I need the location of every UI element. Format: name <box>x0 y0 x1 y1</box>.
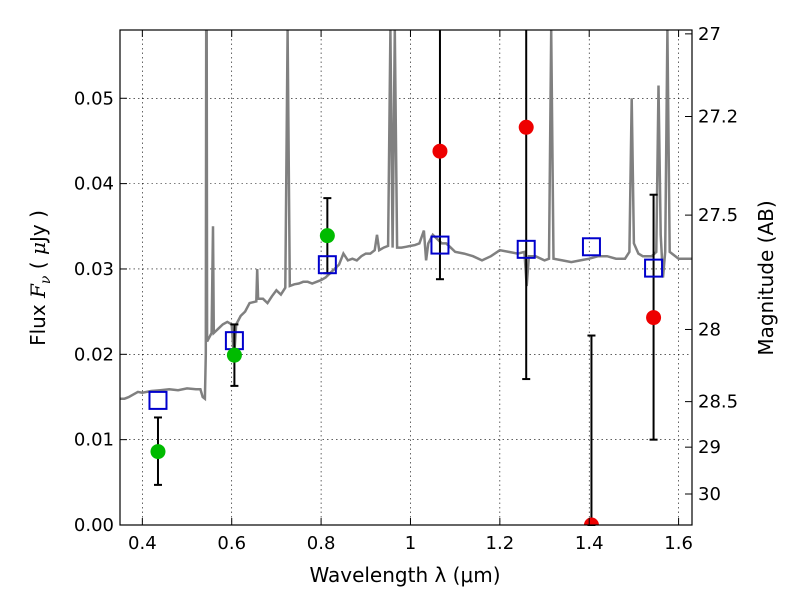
y2-tick-label: 28 <box>698 319 721 340</box>
model-point-square <box>148 390 168 410</box>
y2-tick-label: 27.5 <box>698 205 738 226</box>
model-point-square <box>581 237 601 257</box>
model-point-square <box>516 239 536 259</box>
observed-point-red <box>432 143 448 159</box>
observed-point-green <box>226 347 242 363</box>
y-axis-label-group: Flux Fν ( μJy ) <box>26 210 54 346</box>
y-tick-label: 0.01 <box>74 430 114 451</box>
y2-tick-label: 30 <box>698 484 721 505</box>
y2-axis-label-group: Magnitude (AB) <box>754 200 778 355</box>
observed-point-red <box>646 310 662 326</box>
observed-point-red <box>583 517 599 525</box>
model-point-square <box>644 258 664 278</box>
template-spectrum-line <box>120 30 692 402</box>
y-tick-label: 0.05 <box>74 88 114 109</box>
x-tick-label: 0.6 <box>217 533 246 554</box>
x-tick-label: 0.8 <box>307 533 336 554</box>
x-tick-label: 0.4 <box>128 533 157 554</box>
y2-tick-label: 28.5 <box>698 392 738 413</box>
observed-point-green <box>319 228 335 244</box>
observed-point-red <box>518 119 534 135</box>
x-tick-label: 1.2 <box>486 533 515 554</box>
y-tick-label: 0.02 <box>74 344 114 365</box>
plot-frame <box>119 29 693 526</box>
model-point-square <box>430 235 450 255</box>
x-axis-label: Wavelength λ (μm) <box>309 563 500 587</box>
x-tick-label: 1 <box>405 533 416 554</box>
y2-tick-label: 27.2 <box>698 106 738 127</box>
plot-area <box>120 30 692 526</box>
x-tick-label: 1.6 <box>664 533 693 554</box>
y2-axis-label: Magnitude (AB) <box>754 200 778 355</box>
x-tick-label: 1.4 <box>575 533 604 554</box>
y-tick-label: 0.03 <box>74 259 114 280</box>
axes: 0.4 0.6 0.8 1 1.2 1.4 1.6 0.00 0.01 0.02 0.03 0.04 0… <box>74 24 738 554</box>
observed-point-green <box>150 444 166 460</box>
grid <box>120 30 692 526</box>
model-point-square <box>317 255 337 275</box>
y-tick-label: 0.00 <box>74 515 114 536</box>
y-tick-label: 0.04 <box>74 174 114 195</box>
y2-tick-label: 27 <box>698 24 721 45</box>
y-axis-label: Flux Fν ( μJy ) <box>26 210 54 346</box>
y2-tick-label: 29 <box>698 437 721 458</box>
